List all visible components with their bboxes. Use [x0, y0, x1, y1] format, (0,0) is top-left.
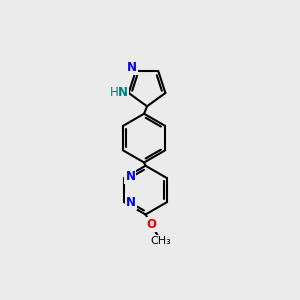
Text: N: N [125, 170, 135, 183]
Text: CH₃: CH₃ [151, 236, 172, 246]
Text: N: N [126, 196, 136, 209]
Text: N: N [127, 61, 137, 74]
Text: O: O [146, 218, 156, 231]
Text: H: H [110, 86, 118, 100]
Text: N: N [118, 86, 128, 100]
